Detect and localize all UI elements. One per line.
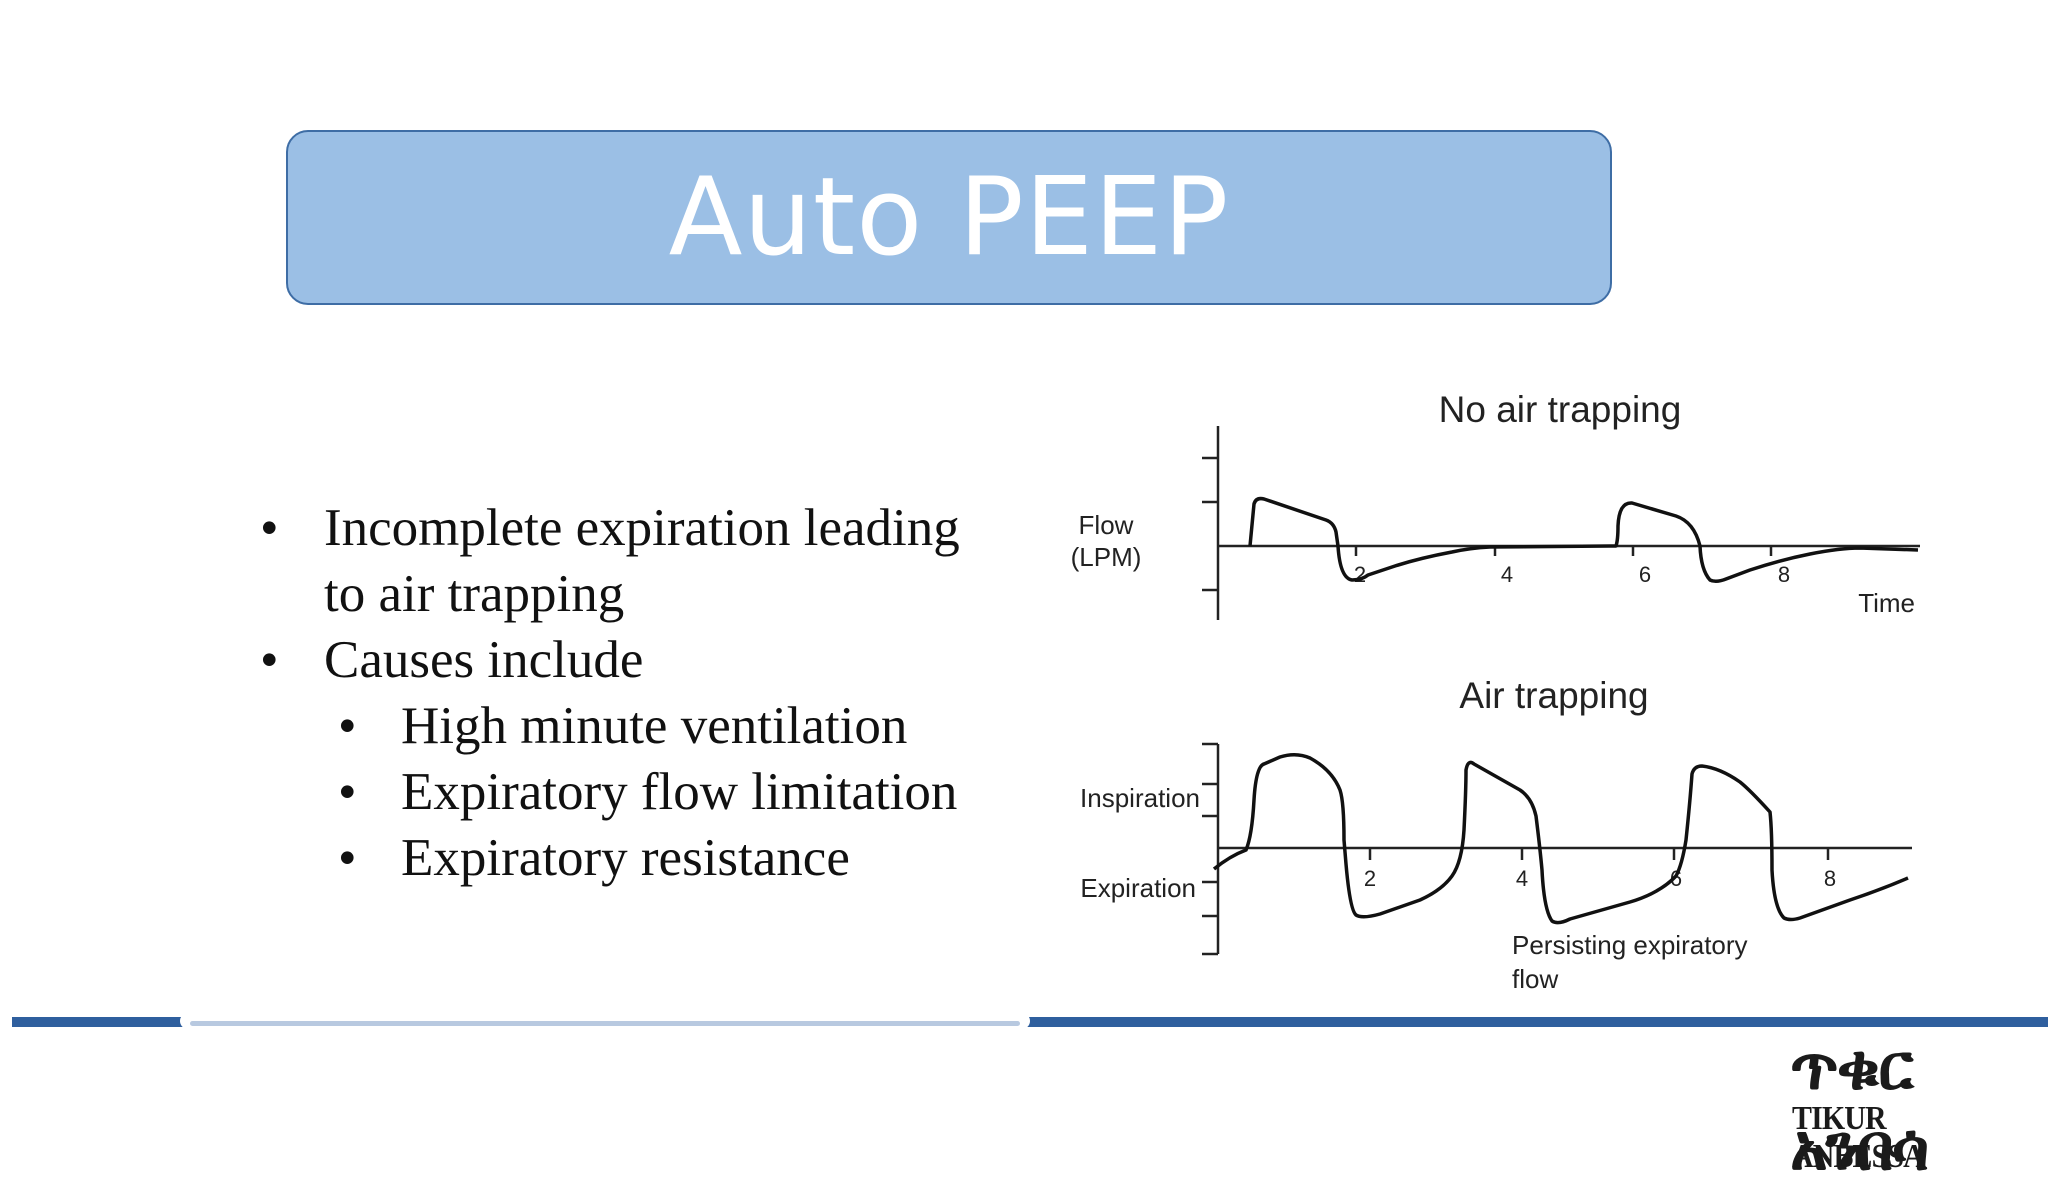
- bottom-annotation-line1: Persisting expiratory: [1512, 930, 1748, 960]
- slide-title: Auto PEEP: [668, 155, 1230, 280]
- bullet-text-line: Causes include: [324, 631, 644, 689]
- sub-bullet-item: • Expiratory flow limitation: [260, 759, 1020, 825]
- bottom-axes: [1202, 742, 1912, 956]
- bottom-label-inspiration: Inspiration: [1080, 783, 1200, 813]
- sub-bullet-item: • Expiratory resistance: [260, 825, 1020, 891]
- top-x-tick-label: 4: [1501, 562, 1513, 587]
- footer-divider-highlight: [190, 1021, 1020, 1026]
- bullet-item: • Incomplete expiration leading to air t…: [260, 495, 1020, 627]
- title-box: Auto PEEP: [286, 130, 1612, 305]
- bullet-text-line: Expiratory flow limitation: [401, 763, 958, 821]
- top-panel-title: No air trapping: [1439, 389, 1682, 430]
- flow-waveform-diagram: No air trapping Flow (LPM) 2 4 6 8 Time …: [1071, 389, 1920, 994]
- bottom-panel-title: Air trapping: [1459, 675, 1648, 716]
- top-axes: [1202, 426, 1920, 620]
- bottom-label-expiration: Expiration: [1080, 873, 1196, 903]
- top-xlabel-time: Time: [1858, 588, 1915, 618]
- bottom-x-tick-label: 4: [1516, 866, 1528, 891]
- bottom-annotation-line2: flow: [1512, 964, 1558, 994]
- tikur-anbessa-logo: ጥቁር አንበሳ TIKUR ANBESSA: [1788, 1028, 2044, 1185]
- bullet-list: • Incomplete expiration leading to air t…: [260, 495, 1020, 891]
- logo-latin-text: TIKUR ANBESSA: [1792, 1100, 1925, 1175]
- bullet-text-line: to air trapping: [324, 565, 625, 623]
- top-ylabel-lpm: (LPM): [1071, 542, 1142, 572]
- top-x-tick-label: 8: [1778, 562, 1790, 587]
- bullet-text-line: Incomplete expiration leading: [324, 499, 960, 557]
- bottom-flow-curve: [1212, 753, 1909, 925]
- bullet-dot: •: [260, 499, 279, 557]
- bottom-x-tick-label: 8: [1824, 866, 1836, 891]
- top-x-tick-label: 2: [1354, 562, 1366, 587]
- sub-bullet-item: • High minute ventilation: [260, 693, 1020, 759]
- bullet-dot: •: [338, 697, 357, 755]
- bullet-text-line: High minute ventilation: [401, 697, 908, 755]
- top-x-tick-label: 6: [1639, 562, 1651, 587]
- bullet-text-line: Expiratory resistance: [401, 829, 850, 887]
- slide: Auto PEEP • Incomplete expiration leadin…: [12, 130, 2048, 1185]
- bullet-dot: •: [338, 763, 357, 821]
- bullet-dot: •: [260, 631, 279, 689]
- top-flow-curve: [1248, 496, 1919, 584]
- bullet-item: • Causes include: [260, 627, 1020, 693]
- footer-divider: [12, 1017, 2048, 1027]
- bottom-x-tick-label: 2: [1364, 866, 1376, 891]
- top-ylabel-flow: Flow: [1079, 510, 1134, 540]
- bullet-dot: •: [338, 829, 357, 887]
